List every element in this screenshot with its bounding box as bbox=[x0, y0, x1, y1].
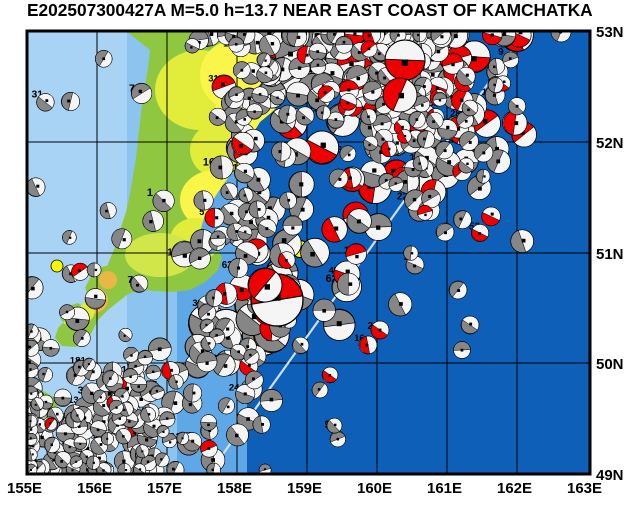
svg-text:53N: 53N bbox=[596, 24, 624, 41]
svg-text:1: 1 bbox=[147, 187, 153, 199]
svg-text:E202507300427A M=5.0 h=13.7: E202507300427A M=5.0 h=13.7 NEAR EAST CO… bbox=[27, 0, 593, 20]
svg-text:161E: 161E bbox=[427, 480, 462, 497]
svg-text:158E: 158E bbox=[217, 480, 252, 497]
svg-text:162E: 162E bbox=[497, 480, 532, 497]
svg-text:163E: 163E bbox=[567, 480, 602, 497]
svg-text:52N: 52N bbox=[596, 135, 624, 152]
svg-text:155E: 155E bbox=[7, 480, 42, 497]
svg-text:50N: 50N bbox=[596, 356, 624, 373]
svg-text:159E: 159E bbox=[287, 480, 322, 497]
svg-text:160E: 160E bbox=[357, 480, 392, 497]
svg-text:51N: 51N bbox=[596, 246, 624, 263]
svg-text:157E: 157E bbox=[147, 480, 182, 497]
svg-text:156E: 156E bbox=[77, 480, 112, 497]
